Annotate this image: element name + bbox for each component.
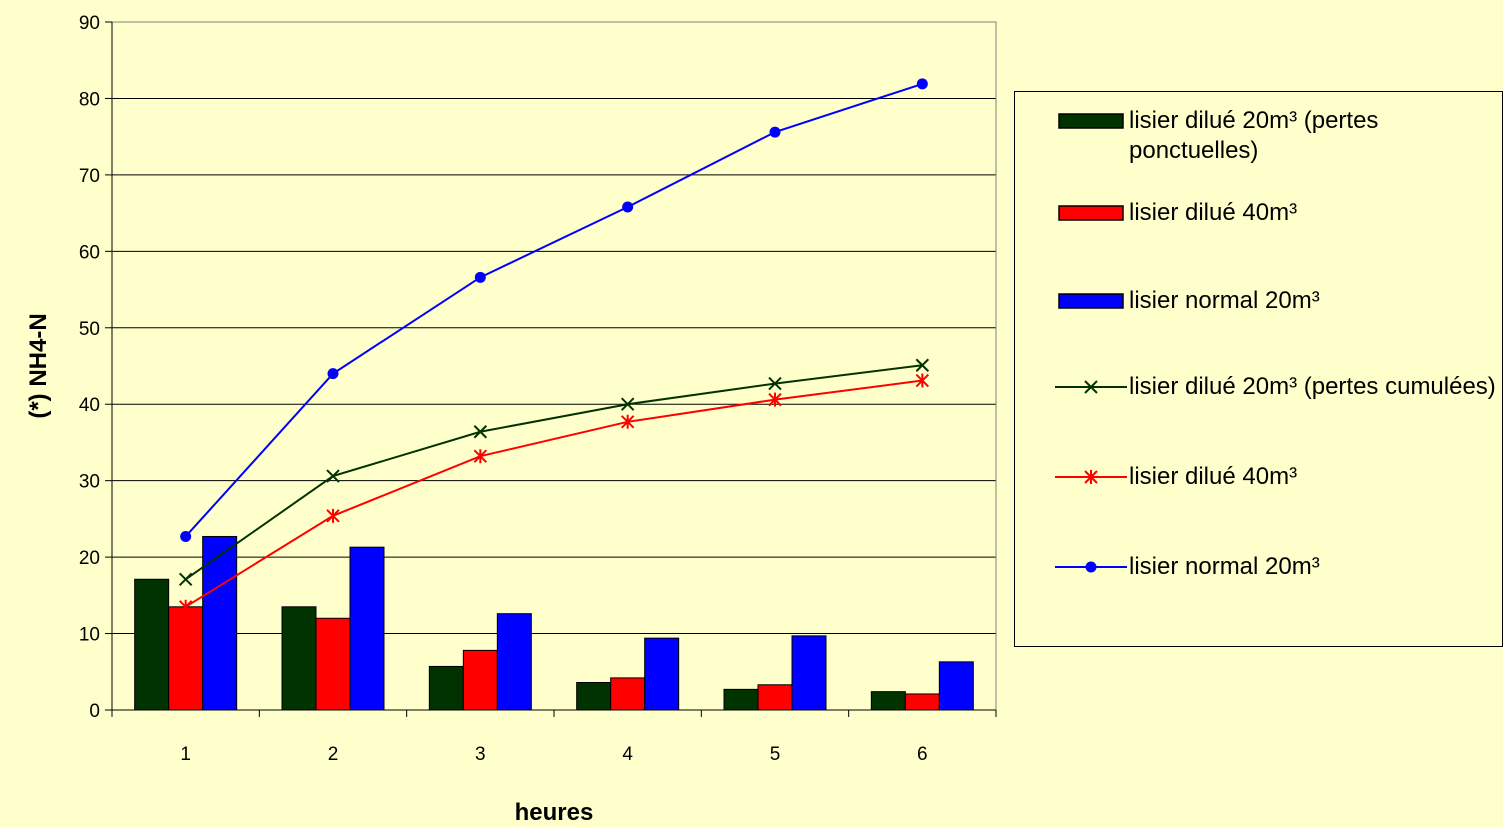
bar	[870, 691, 906, 711]
legend-item: lisier dilué 40m³	[1053, 462, 1499, 492]
legend-item: lisier normal 20m³	[1053, 286, 1499, 316]
circle-marker	[180, 530, 192, 542]
line-series	[178, 78, 930, 614]
bar	[938, 661, 974, 711]
legend-item: lisier normal 20m³	[1053, 552, 1499, 582]
bar	[610, 677, 646, 711]
chart-legend: lisier dilué 20m³ (pertes ponctuelles) li…	[1014, 91, 1503, 647]
bar	[349, 546, 385, 711]
x-tick-label: 3	[475, 744, 486, 765]
x-marker	[1084, 380, 1098, 394]
legend-line-symbol	[1053, 552, 1129, 582]
y-tick-label: 80	[79, 89, 100, 110]
x-tick-label: 1	[180, 744, 191, 765]
legend-line-symbol	[1053, 462, 1129, 492]
gridlines	[112, 21, 996, 635]
bar	[723, 688, 759, 711]
series-line	[185, 364, 923, 581]
bar	[644, 637, 680, 711]
legend-swatch	[1053, 198, 1129, 228]
circle-marker	[327, 368, 339, 380]
bar	[904, 693, 940, 711]
bar	[496, 613, 532, 711]
asterisk-marker	[326, 508, 340, 523]
legend-line-symbol	[1053, 372, 1129, 402]
legend-label: lisier dilué 40m³	[1129, 463, 1298, 490]
x-axis-title: heures	[515, 799, 594, 826]
legend-label: lisier dilué 40m³	[1129, 199, 1298, 226]
bar-series	[134, 535, 974, 711]
legend-swatch	[1053, 106, 1129, 136]
legend-label: lisier normal 20m³	[1129, 553, 1320, 580]
series-line	[184, 82, 923, 538]
bar	[791, 635, 827, 711]
x-tick-label: 6	[917, 744, 928, 765]
x-marker	[915, 358, 930, 372]
y-tick-label: 40	[79, 395, 100, 416]
y-tick-labels: 0 10 20 30 40 50 60 70 80 90	[79, 13, 100, 722]
legend-label: lisier dilué 20m³ (pertes cumulées)	[1129, 373, 1496, 400]
x-marker	[178, 572, 193, 586]
asterisk-marker	[178, 599, 193, 614]
y-tick-label: 70	[79, 166, 100, 187]
swatch-rect	[1058, 205, 1124, 221]
y-axis-title: (*) NH4-N	[25, 313, 52, 418]
legend-swatch	[1053, 286, 1129, 316]
swatch-rect	[1058, 293, 1124, 309]
x-tick-label: 5	[770, 744, 781, 765]
bar	[462, 649, 498, 711]
bar	[134, 578, 170, 711]
swatch-rect	[1058, 113, 1124, 129]
x-tick-labels: 1 2 3 4 5 6	[180, 744, 927, 765]
x-marker	[620, 397, 635, 411]
y-tick-label: 30	[79, 472, 100, 493]
bar	[281, 606, 317, 711]
y-tick-label: 10	[79, 625, 100, 646]
legend-item: lisier dilué 40m³	[1053, 198, 1499, 228]
y-tick-label: 50	[79, 319, 100, 340]
legend-label: lisier dilué 20m³ (pertes ponctuelles)	[1129, 107, 1379, 164]
bar	[757, 684, 793, 711]
x-marker	[473, 425, 488, 439]
asterisk-marker	[768, 392, 782, 407]
circle-marker	[916, 78, 928, 90]
asterisk-marker	[473, 449, 488, 464]
circle-marker	[1085, 561, 1097, 573]
series-line	[185, 379, 923, 608]
legend-label: lisier normal 20m³	[1129, 287, 1320, 314]
legend-item: lisier dilué 20m³ (pertes cumulées)	[1053, 372, 1499, 402]
y-tick-label: 90	[79, 13, 100, 34]
y-tick-label: 60	[79, 242, 100, 263]
plot-frame	[111, 21, 997, 711]
x-tick-label: 2	[328, 744, 339, 765]
bar	[428, 665, 464, 711]
y-tick-label: 20	[79, 548, 100, 569]
bar	[315, 617, 351, 711]
legend-item: lisier dilué 20m³ (pertes ponctuelles)	[1053, 106, 1499, 166]
asterisk-marker	[1084, 470, 1098, 484]
bar	[576, 681, 612, 711]
circle-marker	[769, 126, 781, 138]
x-tick-label: 4	[622, 744, 633, 765]
asterisk-marker	[915, 373, 930, 388]
circle-marker	[622, 201, 634, 213]
y-tick-label: 0	[89, 701, 100, 722]
x-marker	[768, 376, 782, 391]
axes	[105, 21, 997, 717]
bar	[168, 606, 204, 711]
bar	[202, 535, 238, 711]
circle-marker	[474, 271, 486, 283]
chart-area: 0 10 20 30 40 50 60 70 80 90 1 2 3 4 5 6 heures (*) NH…	[25, 13, 997, 826]
asterisk-marker	[620, 414, 635, 429]
x-marker	[326, 469, 340, 483]
